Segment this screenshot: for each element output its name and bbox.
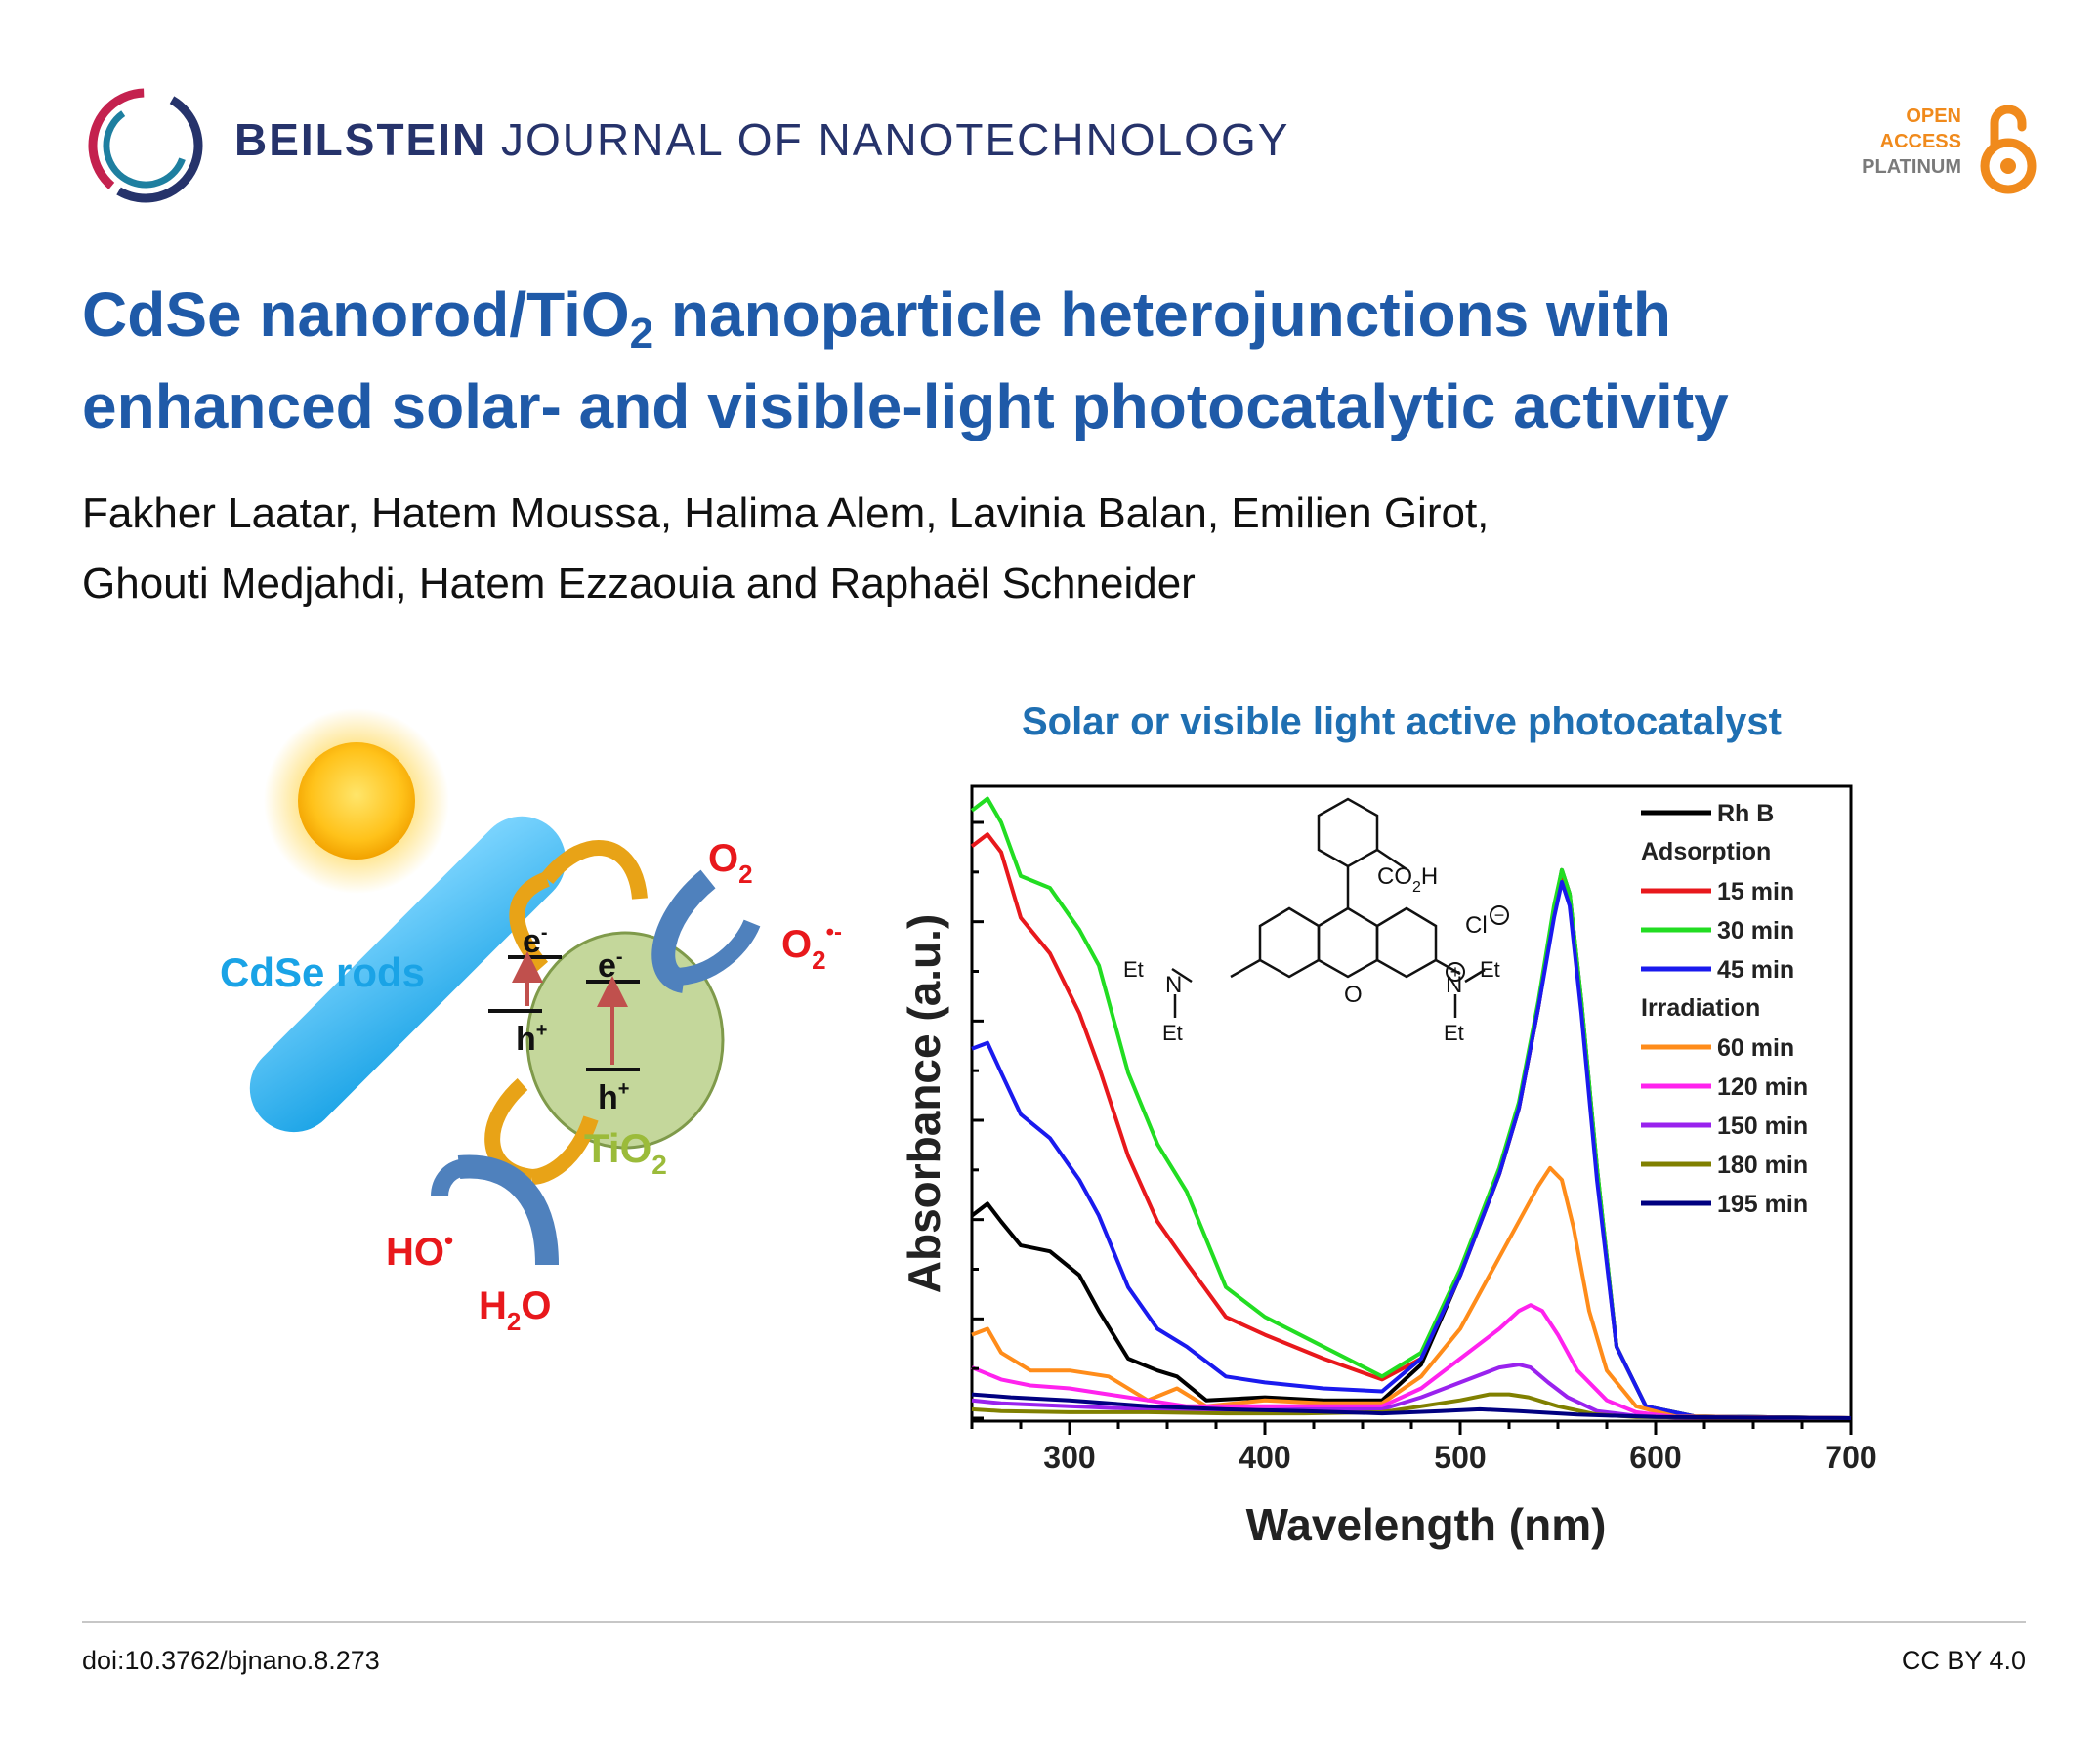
tio2-label: TiO2	[584, 1125, 667, 1180]
negative-charge-icon	[1490, 905, 1509, 925]
legend-header: Adsorption	[1641, 838, 1771, 865]
legend-label: Rh B	[1717, 800, 1774, 827]
series-line-195-min	[971, 1392, 1852, 1420]
title-line-1: CdSe nanorod/TiO2 nanoparticle heterojun…	[82, 269, 2016, 360]
open-lock-icon	[1980, 105, 2037, 194]
journal-name: BEILSTEIN JOURNAL OF NANOTECHNOLOGY	[234, 113, 1289, 166]
legend-label: 180 min	[1717, 1152, 1808, 1179]
legend-header: Irradiation	[1641, 994, 1760, 1022]
series-line-120-min	[971, 1303, 1852, 1420]
cdse-rods-label: CdSe rods	[220, 949, 425, 995]
ethyl-label-1: Et	[1123, 957, 1144, 982]
legend-label: 195 min	[1717, 1191, 1808, 1218]
chloride-label: Cl	[1465, 912, 1488, 939]
license-text: CC BY 4.0	[1901, 1646, 2026, 1675]
reaction-arrows	[431, 869, 761, 1266]
tio2-particle	[525, 931, 725, 1150]
x-tick-label: 600	[1629, 1440, 1681, 1475]
hole-label-rod: h+	[516, 1020, 547, 1058]
water-label: H2O	[479, 1284, 551, 1336]
x-axis-ticks: 300 400 500 600 700	[970, 1421, 1877, 1475]
cdse-rod	[249, 816, 567, 1133]
plot-series-group	[970, 796, 1852, 1420]
legend-label: 45 min	[1717, 956, 1794, 984]
series-line-150-min	[971, 1363, 1852, 1420]
band-diagram	[488, 951, 640, 1071]
positive-charge-label: +	[1450, 962, 1461, 982]
journal-name-rest: JOURNAL OF NANOTECHNOLOGY	[501, 114, 1290, 165]
xanthene-oxygen-label: O	[1344, 982, 1363, 1008]
x-tick-label: 400	[1239, 1440, 1290, 1475]
legend-label: 150 min	[1717, 1112, 1808, 1140]
title-part-1: CdSe nanorod/TiO	[82, 279, 630, 350]
title-part-2: nanoparticle heterojunctions with	[653, 279, 1671, 350]
title-subscript: 2	[629, 310, 654, 357]
journal-name-bold: BEILSTEIN	[234, 114, 487, 165]
superoxide-label: O2•-	[781, 919, 842, 975]
positive-charge-icon	[1446, 962, 1465, 982]
series-line-45-min	[971, 880, 1852, 1420]
ethyl-label-4: Et	[1444, 1021, 1464, 1045]
x-axis-label: Wavelength (nm)	[1246, 1499, 1607, 1550]
doi-text: doi:10.3762/bjnano.8.273	[82, 1646, 380, 1675]
article-title: CdSe nanorod/TiO2 nanoparticle heterojun…	[82, 269, 2016, 452]
title-line-2: enhanced solar- and visible-light photoc…	[82, 371, 1729, 441]
ethyl-label-2: Et	[1162, 1021, 1183, 1045]
badge-line-open: OPEN	[1906, 105, 1961, 127]
rhodamine-b-structure	[1171, 797, 1486, 1018]
x-tick-label: 500	[1434, 1440, 1486, 1475]
electron-label-rod: e-	[523, 922, 548, 960]
series-line-180-min	[971, 1392, 1852, 1420]
graphical-abstract: e- e- h+ h+ CdSe rods TiO2 O2 O2•- HO• H…	[220, 700, 1877, 1550]
negative-charge-label: −	[1494, 905, 1505, 925]
amine-nitrogen-left: N	[1165, 972, 1182, 998]
ethyl-label-3: Et	[1480, 957, 1500, 982]
authors-line-2: Ghouti Medjahdi, Hatem Ezzaouia and Raph…	[82, 560, 1196, 608]
open-access-badge: OPEN ACCESS PLATINUM	[1836, 98, 2051, 195]
chart-legend: Rh B Adsorption 15 min 30 min 45 min Irradiat…	[1641, 800, 1808, 1218]
x-tick-label: 300	[1043, 1440, 1095, 1475]
o2-label: O2	[708, 837, 753, 889]
sun-icon	[264, 708, 449, 894]
badge-line-platinum: PLATINUM	[1862, 156, 1961, 178]
journal-logo	[88, 88, 203, 203]
footer-divider	[82, 1621, 2026, 1623]
chart-title: Solar or visible light active photocatal…	[1022, 700, 1782, 743]
x-tick-label: 700	[1825, 1440, 1876, 1475]
hole-label-tio2: h+	[598, 1078, 629, 1116]
electron-label-tio2: e-	[598, 946, 623, 985]
legend-label: 120 min	[1717, 1073, 1808, 1101]
y-axis-ticks	[972, 820, 984, 1420]
carboxylic-acid-label: CO2H	[1377, 863, 1438, 896]
legend-label: 30 min	[1717, 917, 1794, 944]
y-axis-label: Absorbance (a.u.)	[899, 914, 949, 1294]
legend-label: 60 min	[1717, 1034, 1794, 1062]
author-list: Fakher Laatar, Hatem Moussa, Halima Alem…	[82, 479, 2016, 619]
series-line-60-min	[971, 1165, 1852, 1420]
legend-label: 15 min	[1717, 878, 1794, 905]
badge-line-access: ACCESS	[1879, 131, 1961, 152]
hydroxyl-radical-label: HO•	[386, 1226, 453, 1274]
authors-line-1: Fakher Laatar, Hatem Moussa, Halima Alem…	[82, 489, 1490, 537]
